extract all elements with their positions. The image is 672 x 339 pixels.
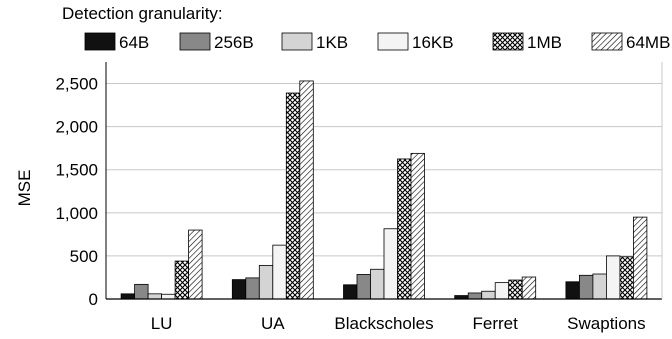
bar-blackscholes-64mb xyxy=(410,152,425,300)
bar-swaptions-256b xyxy=(579,274,594,300)
bars xyxy=(120,80,648,300)
legend-label: 1KB xyxy=(316,33,348,52)
legend-item-64b: 64B xyxy=(84,32,149,52)
bar-swaptions-1mb xyxy=(619,256,634,300)
legend-swatch xyxy=(84,32,116,51)
bar-ferret-256b xyxy=(467,292,483,300)
y-tick-label: 2,000 xyxy=(55,118,98,137)
bar-blackscholes-1mb xyxy=(397,158,412,300)
y-tick-label: 1,000 xyxy=(55,204,98,223)
legend-label: 64MB xyxy=(626,33,670,52)
legend-swatch xyxy=(179,32,211,51)
bar-swaptions-1kb xyxy=(592,273,607,300)
legend-label: 16KB xyxy=(412,33,454,52)
y-axis-label: MSE xyxy=(15,170,34,207)
y-tick-label: 2,500 xyxy=(55,75,98,94)
x-tick-label: Blackscholes xyxy=(334,314,433,333)
y-tick-label: 0 xyxy=(89,290,98,309)
bar-blackscholes-256b xyxy=(356,274,371,300)
legend-item-16kb: 16KB xyxy=(377,32,454,52)
legend-item-64mb: 64MB xyxy=(591,32,670,52)
bar-ua-64b xyxy=(231,279,247,300)
x-tick-labels: LU UA Blackscholes Ferret Swaptions xyxy=(151,314,646,333)
bar-ferret-64mb xyxy=(521,276,537,300)
bar-lu-256b xyxy=(134,283,149,300)
bar-ferret-16kb xyxy=(494,282,510,300)
legend-swatch xyxy=(492,32,524,51)
bar-ua-1mb xyxy=(285,92,301,300)
legend-swatch xyxy=(377,32,409,51)
bar-lu-1mb xyxy=(174,260,190,300)
bar-swaptions-16kb xyxy=(606,255,621,300)
x-tick-label: LU xyxy=(151,314,173,333)
bar-lu-1kb xyxy=(147,293,163,300)
legend-item-1mb: 1MB xyxy=(492,32,562,52)
legend-label: 1MB xyxy=(527,33,562,52)
legend-swatch xyxy=(281,32,313,51)
bar-lu-64mb xyxy=(188,229,203,300)
legend-item-256b: 256B xyxy=(179,32,254,52)
bar-ua-64mb xyxy=(299,80,314,300)
bar-swaptions-64mb xyxy=(633,216,648,300)
bar-ferret-1mb xyxy=(508,279,523,300)
y-tick-labels: 0 500 1,000 1,500 2,000 2,500 xyxy=(55,75,98,309)
legend-label: 256B xyxy=(214,33,254,52)
legend-label: 64B xyxy=(119,33,149,52)
legend-item-1kb: 1KB xyxy=(281,32,348,52)
x-tick-label: UA xyxy=(261,314,285,333)
bar-blackscholes-16kb xyxy=(383,228,398,300)
bar-lu-16kb xyxy=(161,293,176,300)
y-tick-label: 1,500 xyxy=(55,161,98,180)
bar-blackscholes-1kb xyxy=(370,268,385,300)
axes xyxy=(105,62,663,300)
bar-blackscholes-64b xyxy=(343,284,358,300)
legend: 64B 256B 1KB 16KB 1MB 64MB xyxy=(84,32,670,52)
bar-ua-1kb xyxy=(258,264,274,300)
legend-title: Detection granularity: xyxy=(62,4,223,23)
bar-ferret-1kb xyxy=(481,290,496,300)
y-tick-label: 500 xyxy=(70,247,98,266)
bar-lu-64b xyxy=(120,293,135,300)
bar-ua-16kb xyxy=(272,244,287,300)
x-tick-label: Swaptions xyxy=(567,314,645,333)
bar-ua-256b xyxy=(245,277,260,300)
legend-swatch xyxy=(591,32,623,51)
bar-swaptions-64b xyxy=(565,281,580,300)
x-tick-label: Ferret xyxy=(473,314,519,333)
